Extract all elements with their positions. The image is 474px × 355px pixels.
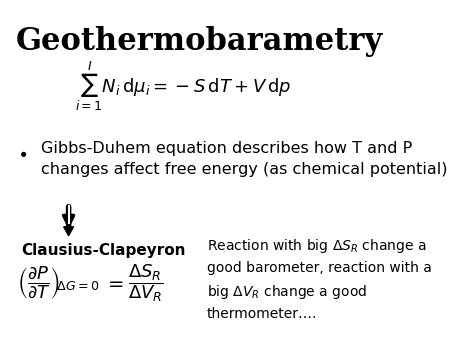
Text: $\bullet$: $\bullet$: [17, 144, 27, 162]
Text: Geothermobarametry: Geothermobarametry: [16, 26, 383, 57]
Text: $\dfrac{\Delta S_R}{\Delta V_R}$: $\dfrac{\Delta S_R}{\Delta V_R}$: [128, 262, 164, 304]
Text: $=$: $=$: [104, 274, 124, 292]
FancyArrow shape: [64, 206, 73, 236]
Text: Gibbs-Duhem equation describes how T and P
changes affect free energy (as chemic: Gibbs-Duhem equation describes how T and…: [41, 141, 447, 176]
Text: $\left(\dfrac{\partial P}{\partial T}\right)_{\!\!\Delta G=0}$: $\left(\dfrac{\partial P}{\partial T}\ri…: [17, 264, 100, 302]
Text: Reaction with big $\Delta S_R$ change a
good barometer, reaction with a
big $\De: Reaction with big $\Delta S_R$ change a …: [207, 237, 432, 321]
Text: $\sum_{i=1}^{I} N_i\,\mathrm{d}\mu_i = -S\,\mathrm{d}T + V\,\mathrm{d}p$: $\sum_{i=1}^{I} N_i\,\mathrm{d}\mu_i = -…: [75, 59, 292, 113]
Text: Clausius-Clapeyron: Clausius-Clapeyron: [21, 243, 186, 258]
